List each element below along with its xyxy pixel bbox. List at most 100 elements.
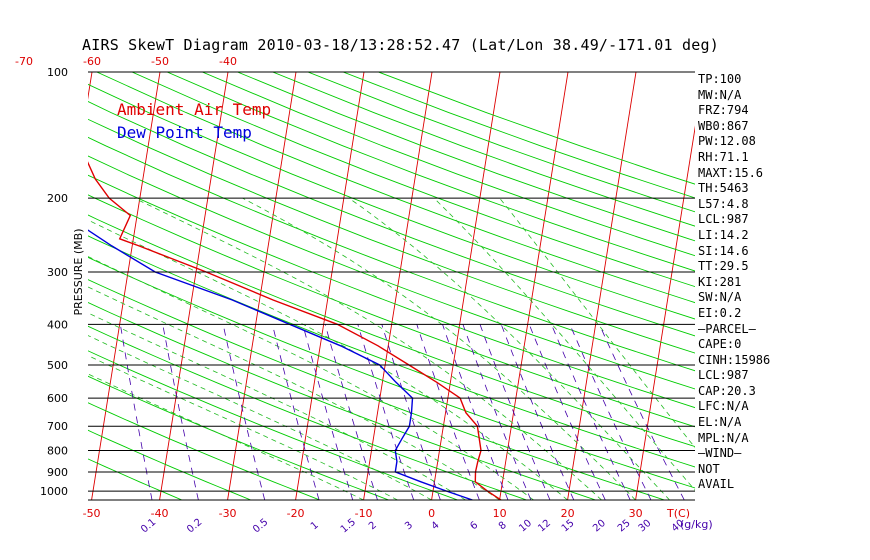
dry-adiabat-line: [88, 325, 527, 500]
dry-adiabat-line: [88, 429, 251, 500]
dry-adiabat-line: [131, 72, 695, 288]
bottom-temp-tick-label: 10: [493, 507, 507, 520]
stat-line: MW:N/A: [698, 87, 742, 102]
moist-adiabat-line: [134, 197, 602, 500]
stat-line: CAP:20.3: [698, 383, 756, 398]
isotherm-line: [295, 72, 365, 500]
mixing-ratio-line: [272, 324, 320, 500]
isotherm-line: [635, 125, 695, 500]
moist-adiabat-line: [348, 197, 670, 500]
dry-adiabat-line: [88, 118, 695, 354]
dry-adiabat-line: [88, 235, 695, 468]
axes: 1002003004005006007008009001000PRESSURE …: [15, 55, 713, 536]
legend-dew-point: Dew Point Temp: [117, 123, 252, 142]
moist-adiabat-line: [88, 335, 432, 500]
mixing-ratio-label: 1: [309, 520, 321, 533]
isotherm-line: [567, 72, 637, 500]
stat-line: TP:100: [698, 72, 742, 86]
pressure-tick-label: 1000: [40, 485, 68, 498]
dry-adiabat-line: [166, 72, 695, 272]
chart-title: AIRS SkewT Diagram 2010-03-18/13:28:52.4…: [82, 36, 719, 54]
stat-line: TT:29.5: [698, 259, 749, 274]
dry-adiabat-line: [88, 174, 695, 409]
mixing-ratio-line: [324, 324, 378, 500]
bottom-temp-tick-label: -30: [219, 507, 237, 520]
pressure-tick-label: 200: [47, 192, 68, 205]
stat-line: LFC:N/A: [698, 399, 749, 414]
bottom-temp-tick-label: 30: [629, 507, 643, 520]
bottom-temp-tick-label: 20: [561, 507, 575, 520]
dry-adiabat-line: [96, 72, 695, 304]
pressure-tick-label: 600: [47, 392, 68, 405]
dry-adiabat-line: [88, 155, 695, 390]
bottom-temp-tick-label: -20: [287, 507, 305, 520]
dry-adiabat-line: [88, 279, 665, 500]
moist-adiabat-line: [242, 197, 636, 500]
pressure-tick-label: 500: [47, 359, 68, 372]
mixing-ratio-unit-label: (g/kg): [680, 518, 713, 531]
mixing-ratio-label: 6: [468, 520, 480, 533]
mixing-ratio-line: [528, 324, 606, 500]
dry-adiabat-line: [88, 136, 695, 372]
stat-line: WB0:867: [698, 118, 749, 133]
temp-unit-label: T(C): [666, 507, 690, 520]
stat-line: EI:0.2: [698, 305, 742, 320]
dry-adiabat-line: [88, 214, 695, 448]
isotherm-line: [0, 72, 24, 500]
stat-line: FRZ:794: [698, 103, 749, 118]
pressure-tick-label: 800: [47, 445, 68, 458]
stat-line: TH:5463: [698, 181, 749, 196]
isotherm-line: [227, 72, 297, 500]
mixing-ratio-label: 10: [517, 518, 534, 535]
y-axis-label: PRESSURE (MB): [72, 229, 85, 316]
mixing-ratio-label: 0.2: [185, 517, 204, 536]
dry-adiabat-line: [202, 72, 695, 257]
mixing-ratio-label: 30: [637, 518, 654, 535]
moist-adiabat-line: [88, 219, 568, 500]
stat-line: LI:14.2: [698, 227, 749, 242]
top-temp-tick-label: -60: [83, 55, 101, 68]
stat-line: LCL:987: [698, 368, 749, 383]
stat-line: L57:4.8: [698, 196, 749, 211]
mixing-ratio-line: [500, 324, 575, 500]
isotherm-line: [431, 72, 501, 500]
mixing-ratio-line: [302, 324, 354, 500]
stat-line: SI:14.6: [698, 243, 749, 258]
pressure-tick-label: 100: [47, 66, 68, 79]
mixing-ratio-label: 15: [560, 518, 577, 535]
moist-adiabat-line: [433, 197, 695, 491]
moist-adiabat-line: [88, 355, 398, 500]
dry-adiabat-line: [88, 350, 458, 500]
stats-panel: TP:100 MW:N/A FRZ:794 WB0:867 PW:12.08 RH:71.…: [698, 72, 868, 493]
mixing-ratio-line: [599, 324, 685, 500]
stat-line: PW:12.08: [698, 134, 756, 149]
dew-point-line: [88, 229, 473, 500]
mixing-ratio-label: 20: [591, 518, 608, 535]
mixing-ratio-label: 8: [497, 520, 509, 533]
stat-line: –WIND–: [698, 446, 742, 461]
stat-line: LCL:987: [698, 212, 749, 227]
mixing-ratio-label: 3: [403, 520, 415, 533]
bottom-temp-tick-label: -40: [151, 507, 169, 520]
mixing-ratio-line: [479, 324, 551, 500]
stat-line: RH:71.1: [698, 149, 749, 164]
pressure-tick-label: 700: [47, 420, 68, 433]
dry-adiabat-line: [88, 458, 183, 500]
background-grid: [0, 72, 695, 500]
stat-line: MPL:N/A: [698, 430, 749, 445]
stat-line: SW:N/A: [698, 290, 742, 305]
pressure-tick-label: 900: [47, 466, 68, 479]
mixing-ratio-line: [357, 324, 415, 500]
dry-adiabat-line: [88, 302, 596, 500]
stat-line: NOT: [698, 461, 720, 476]
dry-adiabat-line: [88, 402, 320, 500]
top-temp-tick-label: -70: [15, 55, 33, 68]
stat-line: CINH:15986: [698, 352, 771, 367]
stat-line: CAPE:0: [698, 337, 742, 352]
pressure-tick-label: 300: [47, 266, 68, 279]
mixing-ratio-line: [162, 324, 199, 500]
bottom-temp-tick-label: 0: [428, 507, 435, 520]
stat-line: KI:281: [698, 274, 742, 289]
moist-adiabat-line: [499, 197, 695, 449]
